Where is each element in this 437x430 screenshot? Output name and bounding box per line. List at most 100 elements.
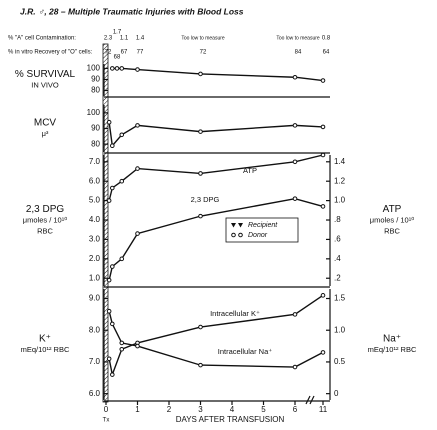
y-tick-label: 100 <box>87 108 101 117</box>
y-label: μ³ <box>42 129 49 138</box>
y-label: MCV <box>34 118 57 129</box>
point <box>119 132 125 138</box>
series-label: ATP <box>243 166 257 175</box>
y2-label: RBC <box>384 226 400 235</box>
y-tick-label: 80 <box>91 86 100 95</box>
point <box>110 143 115 149</box>
point <box>320 78 326 83</box>
y-tick-label: 7.0 <box>89 157 101 166</box>
transfusion-label: Tx <box>103 418 110 424</box>
point <box>292 74 298 80</box>
x-tick-label: 11 <box>319 405 328 414</box>
y-tick-label: 4.0 <box>89 215 101 224</box>
point <box>119 256 125 262</box>
y2-label: ATP <box>383 204 402 215</box>
x-tick-label: 1 <box>135 405 140 414</box>
y-tick-label: 9.0 <box>89 294 101 303</box>
y2-tick-label: .2 <box>334 273 341 282</box>
point <box>198 324 203 330</box>
y-tick-label: 1.0 <box>89 273 101 282</box>
point <box>114 66 120 71</box>
y-tick-label: 5.0 <box>89 196 101 205</box>
x-label: DAYS AFTER TRANSFUSION <box>176 415 285 424</box>
point <box>320 204 326 209</box>
point <box>135 67 140 72</box>
x-tick-label: 3 <box>198 405 203 414</box>
row-value: 64 <box>323 50 330 56</box>
series-line <box>112 67 324 82</box>
point <box>119 66 125 71</box>
point <box>198 213 203 219</box>
x-tick-label: 5 <box>261 405 266 414</box>
y2-tick-label: 1.4 <box>334 157 346 166</box>
x-tick-label: 0 <box>104 405 109 414</box>
point <box>135 231 140 236</box>
series-label: 2,3 DPG <box>191 195 220 204</box>
y-label: K⁺ <box>39 334 51 345</box>
series-label: Intracellular Na⁺ <box>218 347 272 356</box>
legend-marker <box>238 232 243 238</box>
y-label: μmoles / 10¹⁰ <box>23 215 67 224</box>
y2-tick-label: 0.5 <box>334 357 346 366</box>
series-line <box>108 122 324 148</box>
y2-label: mEq/10¹² RBC <box>368 345 417 354</box>
point <box>198 71 203 77</box>
series-line <box>108 154 324 201</box>
point <box>106 356 112 362</box>
row-value: Too low to measure <box>181 35 225 41</box>
y-label: mEq/10¹² RBC <box>21 345 70 354</box>
point <box>106 308 112 314</box>
y-tick-label: 3.0 <box>89 235 101 244</box>
point <box>198 362 203 368</box>
y2-label: μmoles / 10¹⁰ <box>370 215 414 224</box>
point <box>119 340 125 346</box>
row-value: 77 <box>137 50 144 56</box>
row-value: 84 <box>295 50 302 56</box>
y2-tick-label: 1.2 <box>334 176 346 185</box>
row-value: 0.8 <box>322 36 331 42</box>
row-label: % in vitro Recovery of "O" cells: <box>8 50 93 56</box>
x-tick-label: 6 <box>293 405 298 414</box>
y-label: IN VIVO <box>31 80 59 89</box>
x-tick-label: 2 <box>167 405 172 414</box>
point <box>198 171 203 176</box>
point <box>135 123 140 128</box>
y2-tick-label: 1.0 <box>334 325 346 334</box>
legend-box <box>225 217 299 243</box>
point <box>320 152 326 158</box>
y2-tick-label: 1.5 <box>334 294 346 303</box>
point <box>110 321 115 327</box>
x-tick-label: 4 <box>230 405 235 414</box>
point <box>135 343 140 349</box>
point <box>119 346 125 352</box>
y-tick-label: 90 <box>91 124 100 133</box>
y-tick-label: 6.0 <box>89 176 101 185</box>
y2-tick-label: .8 <box>334 215 341 224</box>
row-value: 2.3 <box>104 36 113 42</box>
point <box>292 364 298 370</box>
point <box>320 293 326 298</box>
y2-tick-label: .6 <box>334 235 341 244</box>
row-value: 1.1 <box>120 36 129 42</box>
y-tick-label: 90 <box>91 75 100 84</box>
row-value: 1.7 <box>113 30 122 36</box>
row-value: 72 <box>200 50 207 56</box>
legend-label: Donor <box>248 232 268 239</box>
y2-tick-label: 1.0 <box>334 196 346 205</box>
y-tick-label: 80 <box>91 139 100 148</box>
row-value: 72 <box>105 50 112 56</box>
point <box>292 312 298 317</box>
point <box>106 198 112 203</box>
point <box>135 166 140 171</box>
y-label: % SURVIVAL <box>15 69 76 80</box>
y-tick-label: 100 <box>87 64 101 73</box>
row-value: 67 <box>121 50 128 56</box>
y2-label: Na⁺ <box>383 334 401 345</box>
title: J.R. ♂, 28 – Multiple Traumatic Injuries… <box>20 6 244 16</box>
row-value: Too low to measure <box>276 35 320 41</box>
series-label: Intracellular K⁺ <box>210 309 260 318</box>
row-label: % "A" cell Contamination: <box>8 36 76 42</box>
point <box>119 178 125 184</box>
